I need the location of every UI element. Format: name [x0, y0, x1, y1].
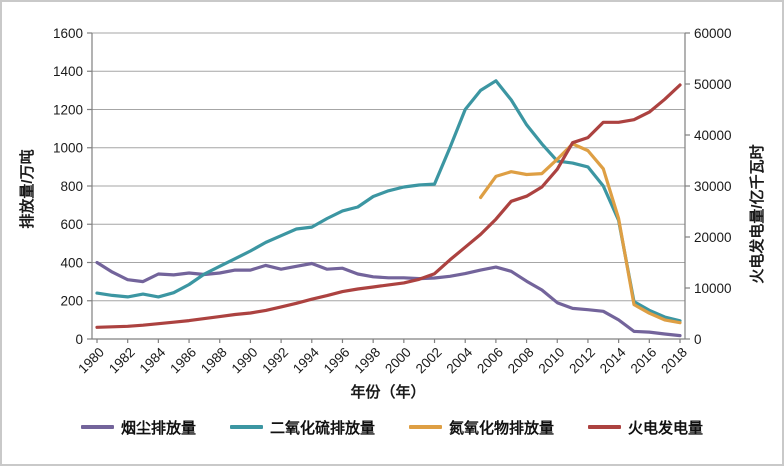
y-left-tick-label: 0 — [75, 332, 83, 347]
legend-item-smoke: 烟尘排放量 — [80, 417, 196, 438]
legend-item-thermal: 火电发电量 — [588, 417, 703, 438]
legend-swatch-nox — [409, 425, 442, 429]
legend-item-nox: 氮氧化物排放量 — [409, 417, 554, 438]
legend-label-nox: 氮氧化物排放量 — [449, 419, 555, 437]
series-line-thermal — [95, 83, 682, 329]
x-axis-title: 年份（年） — [350, 383, 425, 401]
x-tick-label: 2014 — [597, 344, 629, 376]
y-left-tick-label: 800 — [60, 179, 83, 194]
x-tick-label: 2018 — [658, 345, 690, 377]
x-tick-label: 1980 — [75, 345, 107, 377]
y-right-tick-label: 50000 — [694, 77, 732, 92]
x-tick-label: 2010 — [536, 345, 568, 377]
x-tick-label: 1990 — [229, 345, 261, 377]
y-left-tick-label: 1600 — [53, 26, 83, 41]
series-line-smoke — [95, 260, 682, 338]
x-tick-label: 1982 — [106, 345, 138, 377]
legend-label-so2: 二氧化硫排放量 — [269, 419, 375, 437]
y-right-tick-label: 0 — [694, 332, 702, 347]
x-tick-label: 1994 — [290, 344, 322, 376]
legend-label-thermal: 火电发电量 — [628, 419, 704, 437]
legend-swatch-thermal — [588, 425, 622, 429]
x-tick-label: 2004 — [443, 344, 475, 376]
y-left-tick-label: 200 — [60, 294, 83, 309]
y-left-tick-label: 1000 — [53, 141, 83, 156]
legend-label-smoke: 烟尘排放量 — [120, 419, 196, 437]
x-tick-label: 1992 — [259, 345, 291, 377]
legend-swatch-smoke — [80, 425, 114, 429]
x-tick-label: 2012 — [566, 345, 598, 377]
x-tick-label: 2016 — [628, 345, 660, 377]
x-tick-label: 1984 — [137, 344, 169, 376]
y-left-tick-label: 1400 — [53, 64, 83, 79]
y-right-tick-label: 20000 — [694, 230, 732, 245]
y-right-tick-label: 30000 — [694, 179, 732, 194]
legend-swatch-so2 — [229, 425, 263, 429]
y-axis-left-title: 排放量/万吨 — [18, 149, 36, 228]
y-axis-right-title: 火电发电量/亿千瓦时 — [748, 144, 766, 283]
y-right-tick-label: 10000 — [694, 281, 732, 296]
series-line-so2 — [95, 79, 682, 323]
y-left-tick-label: 400 — [60, 255, 83, 270]
y-right-tick-label: 60000 — [694, 26, 732, 41]
chart-legend: 烟尘排放量 二氧化硫排放量 氮氧化物排放量 火电发电量 — [2, 410, 782, 444]
x-tick-label: 1986 — [167, 345, 199, 377]
series-line-nox — [479, 142, 682, 325]
y-right-tick-label: 40000 — [694, 128, 732, 143]
y-left-tick-label: 1200 — [53, 102, 83, 117]
y-left-tick-label: 600 — [60, 217, 83, 232]
x-tick-label: 2000 — [382, 345, 414, 377]
x-tick-label: 2008 — [505, 345, 537, 377]
x-tick-label: 1988 — [198, 345, 230, 377]
x-tick-label: 2006 — [474, 345, 506, 377]
x-tick-label: 2002 — [413, 345, 445, 377]
x-tick-label: 1996 — [321, 345, 353, 377]
legend-item-so2: 二氧化硫排放量 — [229, 417, 375, 438]
x-tick-label: 1998 — [351, 345, 383, 377]
